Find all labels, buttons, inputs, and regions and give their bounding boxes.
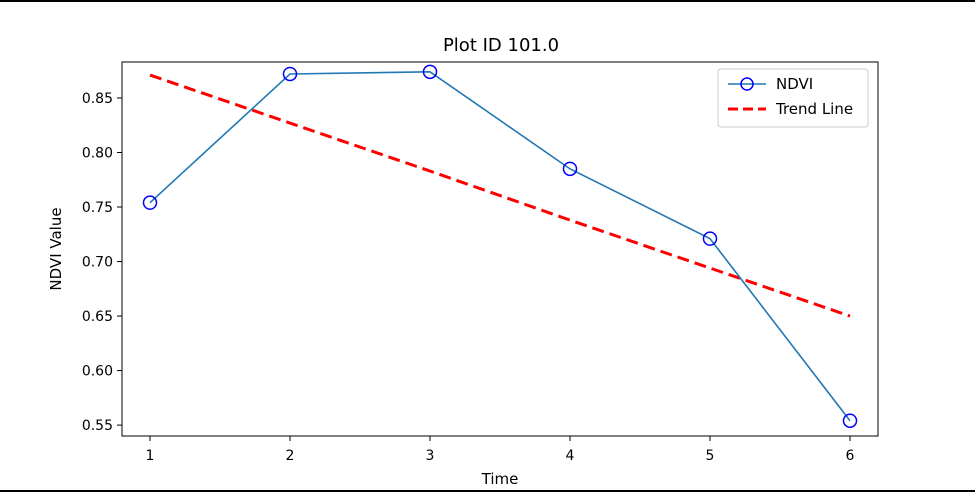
y-tick-label: 0.70 bbox=[82, 255, 113, 271]
y-tick-label: 0.60 bbox=[82, 364, 113, 380]
legend: NDVI Trend Line bbox=[717, 68, 869, 128]
ndvi-point bbox=[562, 161, 578, 177]
y-tick-label: 0.75 bbox=[82, 200, 113, 216]
y-tick-label: 0.80 bbox=[82, 146, 113, 162]
x-tick-label: 3 bbox=[426, 448, 435, 464]
x-tick-label: 2 bbox=[286, 448, 295, 464]
plot-area-content bbox=[142, 64, 858, 428]
ndvi-point bbox=[702, 231, 718, 246]
y-tick-label: 0.65 bbox=[82, 309, 113, 325]
legend-trend-label: Trend Line bbox=[775, 100, 853, 118]
plot-area-frame bbox=[121, 61, 879, 437]
ndvi-point bbox=[142, 195, 158, 210]
x-tick-label: 6 bbox=[846, 448, 855, 464]
legend-ndvi-label: NDVI bbox=[776, 75, 813, 93]
ndvi-point bbox=[842, 413, 858, 428]
x-tick-label: 1 bbox=[146, 448, 155, 464]
x-tick-label: 5 bbox=[706, 448, 715, 464]
y-axis-ticks: 0.55 0.60 0.65 0.70 0.75 0.80 0.85 bbox=[82, 91, 122, 434]
y-axis-label: NDVI Value bbox=[47, 207, 65, 290]
ndvi-point bbox=[422, 64, 438, 80]
x-tick-label: 4 bbox=[566, 448, 575, 464]
ndvi-point bbox=[282, 66, 298, 82]
x-axis-label: Time bbox=[481, 470, 519, 488]
legend-ndvi-marker bbox=[740, 77, 754, 91]
series-trend-line bbox=[149, 73, 851, 318]
y-tick-label: 0.55 bbox=[82, 418, 113, 434]
x-axis-ticks: 1 2 3 4 5 6 bbox=[146, 436, 855, 464]
series-ndvi-line bbox=[149, 71, 851, 422]
chart-title: Plot ID 101.0 bbox=[443, 35, 559, 56]
y-tick-label: 0.85 bbox=[82, 91, 113, 107]
